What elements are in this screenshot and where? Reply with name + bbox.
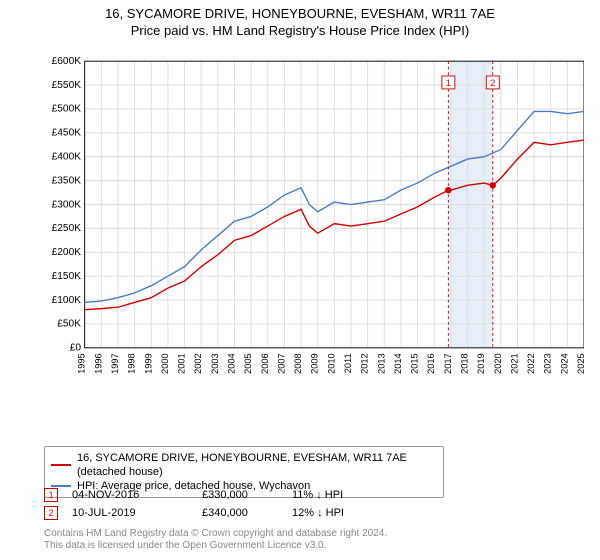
sale-marker-1: 1 xyxy=(44,488,58,502)
svg-text:2014: 2014 xyxy=(393,353,403,374)
sale-delta-2: 12% ↓ HPI xyxy=(292,507,382,519)
svg-text:2009: 2009 xyxy=(310,353,320,374)
footnote-line2: This data is licensed under the Open Gov… xyxy=(44,540,387,552)
svg-text:2: 2 xyxy=(490,78,495,88)
svg-text:£200K: £200K xyxy=(52,247,82,258)
sale-row-1: 1 04-NOV-2016 £330,000 11% ↓ HPI xyxy=(44,488,382,502)
title-subtitle: Price paid vs. HM Land Registry's House … xyxy=(0,23,600,38)
svg-text:2001: 2001 xyxy=(177,353,187,374)
sale-price-2: £340,000 xyxy=(202,507,292,519)
svg-text:2012: 2012 xyxy=(360,353,370,374)
svg-text:2022: 2022 xyxy=(526,353,536,374)
svg-text:1: 1 xyxy=(446,78,451,88)
svg-text:£600K: £600K xyxy=(52,56,82,67)
legend-row-property: 16, SYCAMORE DRIVE, HONEYBOURNE, EVESHAM… xyxy=(51,451,437,479)
sale-date-1: 04-NOV-2016 xyxy=(72,489,202,501)
svg-text:£100K: £100K xyxy=(52,295,82,306)
svg-text:£350K: £350K xyxy=(52,175,82,186)
svg-text:£250K: £250K xyxy=(52,223,82,234)
svg-text:2013: 2013 xyxy=(376,353,386,374)
svg-text:2008: 2008 xyxy=(293,353,303,374)
svg-text:2023: 2023 xyxy=(543,353,553,374)
svg-text:2006: 2006 xyxy=(260,353,270,374)
svg-text:1995: 1995 xyxy=(77,353,87,374)
legend-label-property: 16, SYCAMORE DRIVE, HONEYBOURNE, EVESHAM… xyxy=(77,451,437,479)
svg-text:2015: 2015 xyxy=(410,353,420,374)
svg-text:2011: 2011 xyxy=(343,353,353,373)
svg-text:2018: 2018 xyxy=(459,353,469,374)
footnote: Contains HM Land Registry data © Crown c… xyxy=(44,528,387,552)
chart-area: £0 £50K £100K £150K £200K £250K £300K £350K £400… xyxy=(44,48,584,398)
svg-text:2024: 2024 xyxy=(559,353,569,374)
svg-text:2025: 2025 xyxy=(576,353,584,374)
svg-text:£0: £0 xyxy=(70,343,82,354)
svg-text:2020: 2020 xyxy=(493,353,503,374)
chart-container: 16, SYCAMORE DRIVE, HONEYBOURNE, EVESHAM… xyxy=(0,0,600,560)
svg-text:£450K: £450K xyxy=(52,128,82,139)
svg-text:£150K: £150K xyxy=(52,271,82,282)
svg-text:2016: 2016 xyxy=(426,353,436,374)
sale-marker-2: 2 xyxy=(44,506,58,520)
svg-text:2003: 2003 xyxy=(210,353,220,374)
svg-text:1997: 1997 xyxy=(110,353,120,374)
footnote-line1: Contains HM Land Registry data © Crown c… xyxy=(44,528,387,540)
sale-price-1: £330,000 xyxy=(202,489,292,501)
legend-swatch-property xyxy=(51,464,71,466)
svg-text:1999: 1999 xyxy=(143,353,153,374)
svg-text:£400K: £400K xyxy=(52,152,82,163)
sale-date-2: 10-JUL-2019 xyxy=(72,507,202,519)
svg-text:1996: 1996 xyxy=(93,353,103,374)
svg-text:£500K: £500K xyxy=(52,104,82,115)
svg-text:2007: 2007 xyxy=(276,353,286,374)
svg-text:2000: 2000 xyxy=(160,353,170,374)
svg-text:2021: 2021 xyxy=(509,353,519,374)
sale-row-2: 2 10-JUL-2019 £340,000 12% ↓ HPI xyxy=(44,506,382,520)
svg-text:2005: 2005 xyxy=(243,353,253,374)
svg-text:2010: 2010 xyxy=(326,353,336,374)
svg-text:2002: 2002 xyxy=(193,353,203,374)
sales-block: 1 04-NOV-2016 £330,000 11% ↓ HPI 2 10-JU… xyxy=(44,488,382,524)
svg-text:1998: 1998 xyxy=(127,353,137,374)
line-chart-svg: £0 £50K £100K £150K £200K £250K £300K £350K £400… xyxy=(44,48,584,398)
title-block: 16, SYCAMORE DRIVE, HONEYBOURNE, EVESHAM… xyxy=(0,0,600,38)
svg-text:2017: 2017 xyxy=(443,353,453,374)
svg-text:2004: 2004 xyxy=(226,353,236,374)
sale-delta-1: 11% ↓ HPI xyxy=(292,489,382,501)
title-address: 16, SYCAMORE DRIVE, HONEYBOURNE, EVESHAM… xyxy=(0,6,600,21)
legend-swatch-hpi xyxy=(51,485,71,487)
svg-text:£300K: £300K xyxy=(52,199,82,210)
svg-text:£550K: £550K xyxy=(52,80,82,91)
svg-text:2019: 2019 xyxy=(476,353,486,374)
svg-text:£50K: £50K xyxy=(57,319,81,330)
